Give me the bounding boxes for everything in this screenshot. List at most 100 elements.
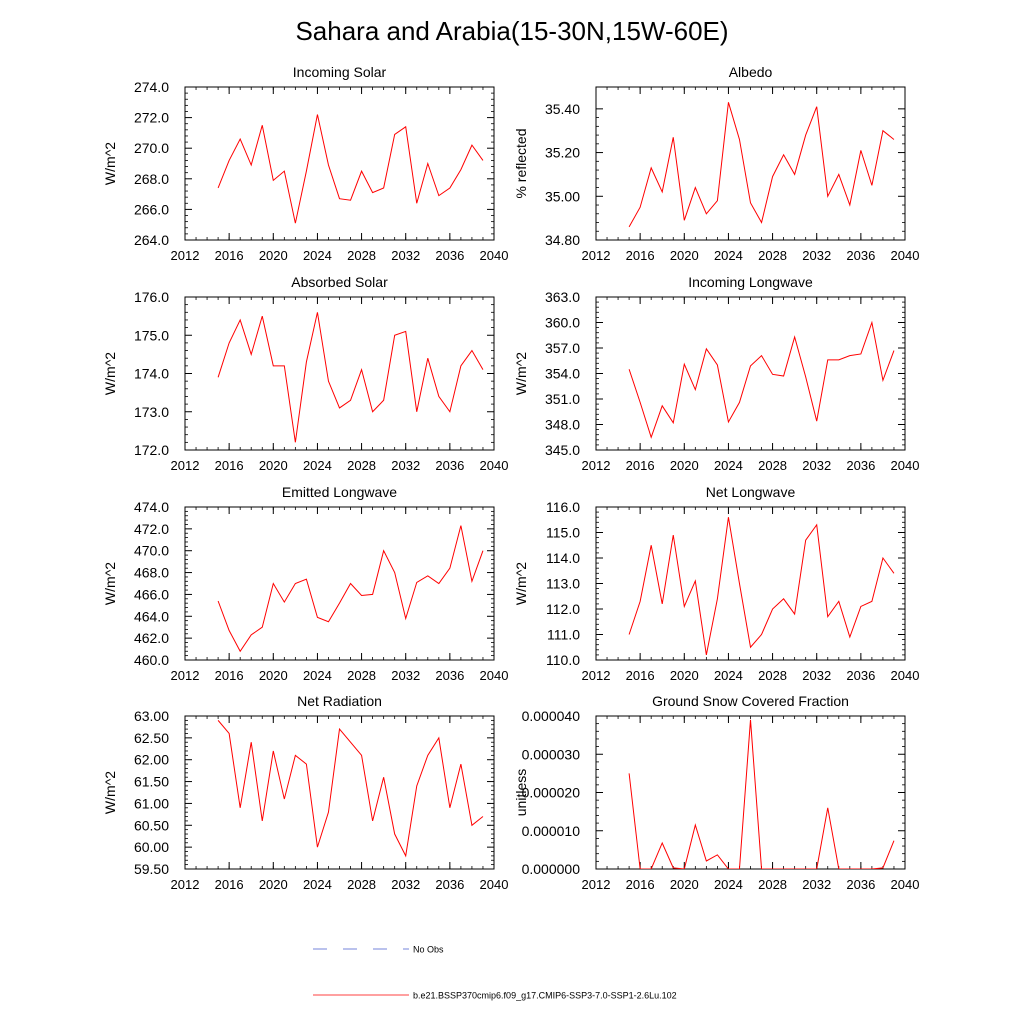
x-tick-label: 2024 — [303, 668, 332, 683]
series-line — [217, 312, 484, 443]
figure-title: Sahara and Arabia(15-30N,15W-60E) — [295, 16, 728, 46]
legend-model-label: b.e21.BSSP370cmip6.f09_g17.CMIP6-SSP3-7.… — [413, 991, 677, 1001]
y-tick-label: 114.0 — [546, 550, 580, 566]
x-tick-label: 2024 — [714, 248, 743, 263]
x-tick-label: 2028 — [347, 458, 376, 473]
x-tick-label: 2012 — [171, 458, 200, 473]
x-tick-label: 2036 — [435, 248, 464, 263]
x-tick-label: 2012 — [582, 458, 611, 473]
x-tick-label: 2040 — [480, 668, 509, 683]
y-tick-label: 59.50 — [134, 861, 169, 877]
series-line — [217, 114, 484, 224]
y-tick-label: 470.0 — [134, 543, 169, 559]
legend: No Obs b.e21.BSSP370cmip6.f09_g17.CMIP6-… — [313, 945, 677, 1001]
y-tick-label: 0.000040 — [522, 708, 581, 724]
y-tick-label: 348.0 — [545, 417, 580, 433]
y-tick-label: 113.0 — [546, 576, 580, 592]
series-line — [217, 720, 484, 858]
y-axis-label: W/m^2 — [513, 562, 529, 605]
y-axis-label: % reflected — [513, 128, 529, 198]
y-tick-label: 62.50 — [134, 730, 169, 746]
x-tick-label: 2020 — [670, 668, 699, 683]
x-tick-label: 2032 — [802, 668, 831, 683]
y-tick-label: 63.00 — [134, 708, 169, 724]
panel-title: Net Radiation — [297, 693, 382, 709]
x-tick-label: 2028 — [758, 877, 787, 892]
y-axis-label: W/m^2 — [102, 142, 118, 185]
y-tick-label: 0.000010 — [522, 823, 581, 839]
x-tick-label: 2036 — [846, 668, 875, 683]
y-tick-label: 0.000000 — [522, 861, 581, 877]
x-tick-label: 2040 — [891, 668, 920, 683]
y-tick-label: 354.0 — [545, 366, 580, 382]
x-tick-label: 2024 — [303, 877, 332, 892]
y-tick-label: 264.0 — [134, 232, 169, 248]
y-tick-label: 468.0 — [134, 565, 169, 581]
x-tick-label: 2036 — [435, 668, 464, 683]
y-tick-label: 173.0 — [134, 404, 169, 420]
y-tick-label: 172.0 — [134, 442, 169, 458]
y-tick-label: 115.0 — [546, 525, 580, 541]
series-line — [628, 320, 895, 439]
panel-title: Incoming Longwave — [688, 274, 813, 290]
x-tick-label: 2020 — [670, 248, 699, 263]
y-tick-label: 268.0 — [134, 171, 169, 187]
x-tick-label: 2012 — [582, 877, 611, 892]
panel-2: 2012 2016 2020 2024 2028 2032 2036 2040 34.80 35.… — [513, 64, 919, 263]
x-tick-label: 2024 — [714, 668, 743, 683]
y-tick-label: 60.50 — [134, 817, 169, 833]
x-tick-label: 2036 — [846, 458, 875, 473]
x-tick-label: 2016 — [215, 877, 244, 892]
y-tick-label: 61.50 — [134, 774, 169, 790]
x-tick-label: 2012 — [582, 248, 611, 263]
x-tick-label: 2028 — [758, 458, 787, 473]
y-tick-label: 176.0 — [134, 289, 169, 305]
x-tick-label: 2020 — [259, 458, 288, 473]
y-tick-label: 270.0 — [134, 140, 169, 156]
series-line — [628, 102, 895, 228]
y-tick-label: 35.20 — [545, 145, 580, 161]
y-axis-label: W/m^2 — [102, 352, 118, 395]
y-tick-label: 351.0 — [545, 391, 580, 407]
x-tick-label: 2036 — [435, 458, 464, 473]
y-tick-label: 266.0 — [134, 201, 169, 217]
panel-title: Incoming Solar — [293, 64, 387, 80]
y-tick-label: 272.0 — [134, 110, 169, 126]
x-tick-label: 2032 — [802, 877, 831, 892]
x-tick-label: 2016 — [215, 668, 244, 683]
x-tick-label: 2024 — [714, 877, 743, 892]
y-tick-label: 35.40 — [545, 101, 580, 117]
y-tick-label: 474.0 — [134, 499, 169, 515]
y-tick-label: 0.000030 — [522, 746, 581, 762]
x-tick-label: 2016 — [215, 248, 244, 263]
y-tick-label: 35.00 — [545, 188, 580, 204]
x-tick-label: 2040 — [480, 458, 509, 473]
x-tick-label: 2040 — [891, 877, 920, 892]
panel-5: 2012 2016 2020 2024 2028 2032 2036 2040 460.0 462… — [102, 484, 508, 683]
y-tick-label: 34.80 — [545, 232, 580, 248]
x-tick-label: 2020 — [259, 248, 288, 263]
x-tick-label: 2032 — [391, 877, 420, 892]
plot-frame — [595, 296, 906, 451]
panel-4: 2012 2016 2020 2024 2028 2032 2036 2040 345.0 348… — [513, 274, 919, 473]
x-tick-label: 2016 — [626, 458, 655, 473]
y-tick-label: 111.0 — [547, 627, 580, 643]
x-tick-label: 2028 — [347, 248, 376, 263]
x-tick-label: 2024 — [303, 248, 332, 263]
series-line — [217, 525, 484, 653]
x-tick-label: 2012 — [171, 668, 200, 683]
y-tick-label: 464.0 — [134, 608, 169, 624]
x-tick-label: 2028 — [758, 668, 787, 683]
x-tick-label: 2024 — [303, 458, 332, 473]
panel-3: 2012 2016 2020 2024 2028 2032 2036 2040 172.0 173… — [102, 274, 508, 473]
x-tick-label: 2032 — [391, 668, 420, 683]
panel-7: 2012 2016 2020 2024 2028 2032 2036 2040 59.50 60.… — [102, 693, 508, 892]
y-tick-label: 363.0 — [545, 289, 580, 305]
x-tick-label: 2012 — [171, 877, 200, 892]
panel-title: Net Longwave — [706, 484, 796, 500]
y-tick-label: 462.0 — [134, 630, 169, 646]
y-tick-label: 112.0 — [546, 601, 580, 617]
x-tick-label: 2032 — [391, 458, 420, 473]
y-tick-label: 357.0 — [545, 340, 580, 356]
